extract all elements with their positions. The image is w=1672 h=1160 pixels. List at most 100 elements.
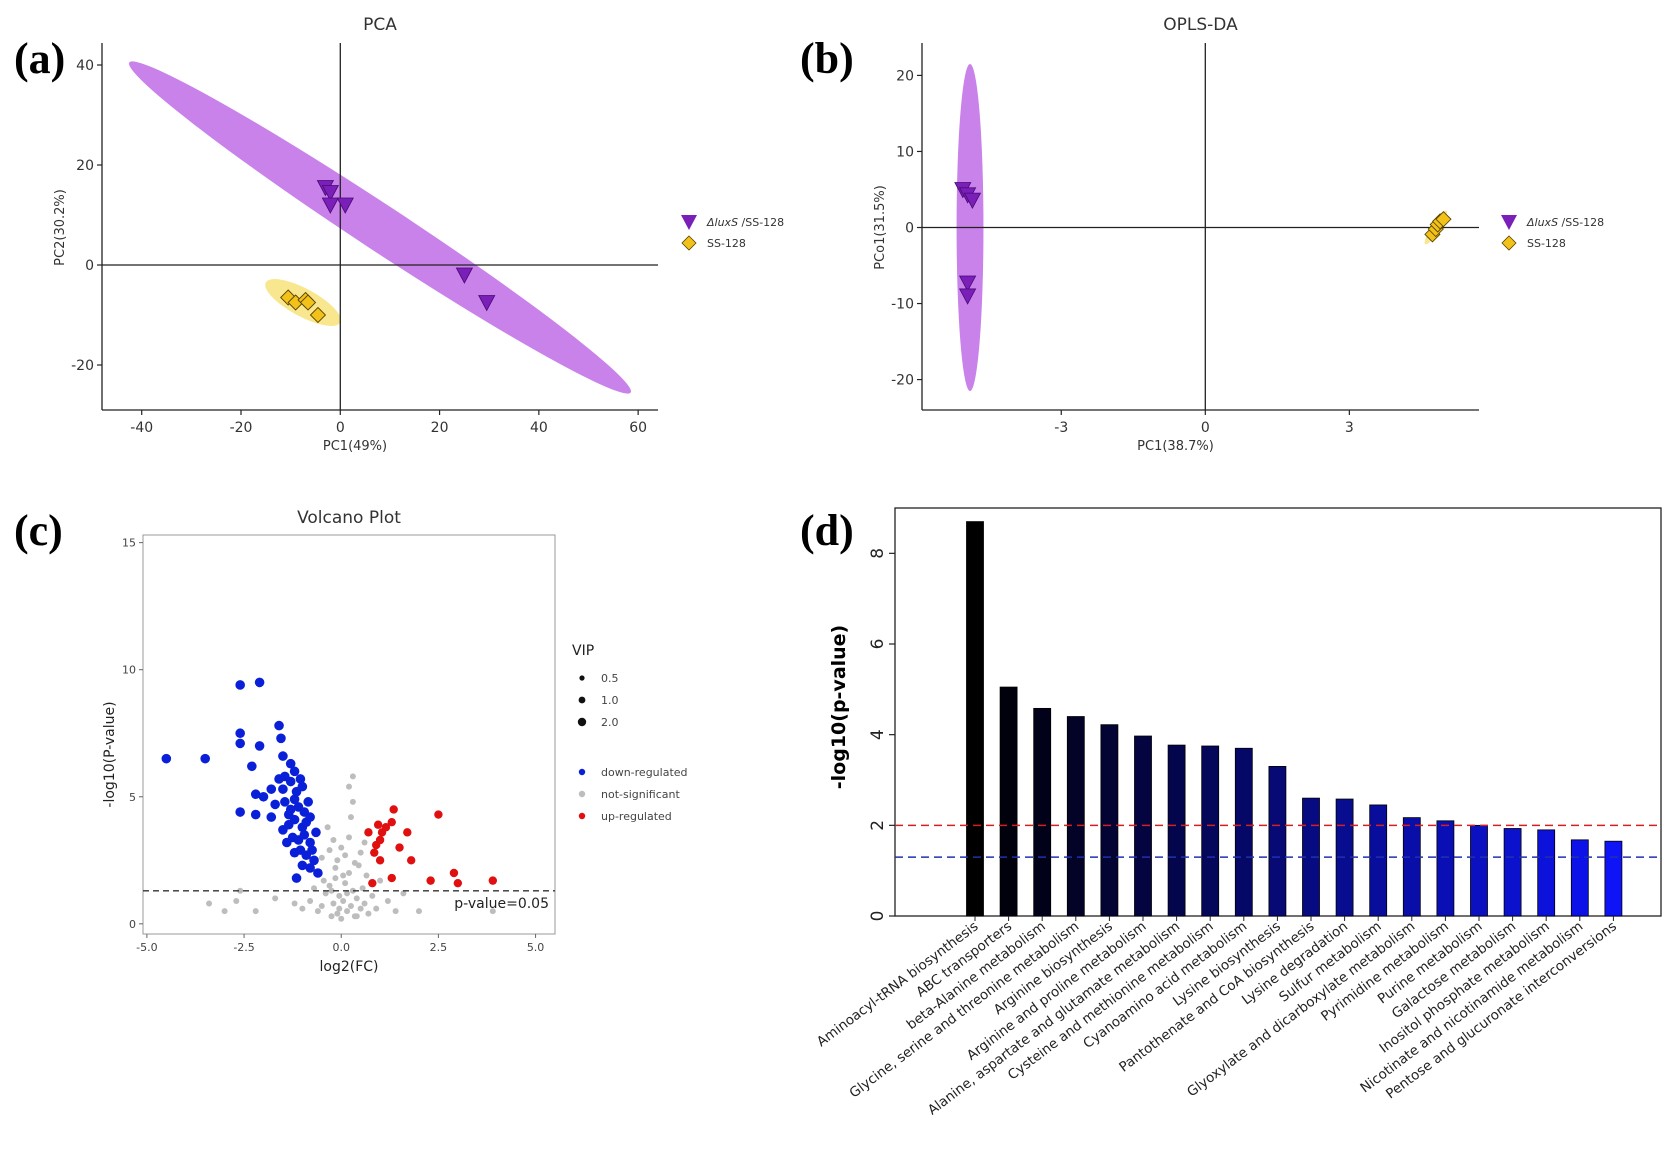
y-axis-label: PCo1(31.5%) — [873, 185, 888, 270]
point-down-regulated — [270, 799, 280, 810]
chart-title: Volcano Plot — [297, 508, 401, 528]
point-wildtype — [309, 306, 327, 324]
point-down-regulated — [278, 751, 288, 761]
point-not-significant — [322, 890, 329, 897]
point-down-regulated — [297, 781, 308, 792]
point-down-regulated — [161, 753, 172, 764]
panel-letter-b: (b) — [800, 34, 854, 83]
point-down-regulated — [285, 776, 296, 787]
size-legend-label: 1.0 — [601, 694, 619, 707]
point-up-regulated — [389, 805, 398, 814]
bar — [1167, 744, 1186, 917]
threshold-label: p-value=0.05 — [454, 896, 549, 912]
x-tick-label: -5.0 — [136, 941, 157, 954]
x-tick-label: 0 — [1201, 420, 1210, 436]
bar — [999, 686, 1018, 917]
point-mutant — [478, 295, 496, 312]
y-tick-label: 0 — [905, 221, 914, 237]
confidence-ellipse-mutant — [128, 61, 632, 394]
y-axis-label: PC2(30.2%) — [53, 189, 68, 266]
point-not-significant — [344, 908, 351, 915]
point-not-significant — [353, 913, 360, 920]
point-not-significant — [489, 908, 496, 915]
legend-mutant-suffix: /SS-128 — [738, 216, 784, 229]
chart-title: PCA — [363, 15, 397, 35]
point-mutant — [336, 197, 354, 214]
y-axis-label: -log10(p-value) — [828, 625, 850, 789]
bar — [1604, 840, 1623, 917]
point-not-significant — [328, 887, 335, 894]
point-not-significant — [346, 870, 352, 877]
y-tick-label: 8 — [868, 548, 888, 559]
point-down-regulated — [258, 791, 269, 802]
legend-wildtype-symbol — [681, 235, 697, 251]
bar — [1100, 724, 1119, 917]
point-not-significant — [314, 908, 321, 915]
point-not-significant — [299, 905, 306, 912]
point-not-significant — [318, 903, 325, 910]
point-not-significant — [351, 859, 358, 866]
bar — [1570, 839, 1589, 917]
legend-mutant-symbol — [681, 215, 697, 230]
point-not-significant — [252, 908, 259, 915]
point-not-significant — [233, 897, 240, 904]
point-not-significant — [346, 783, 352, 790]
point-down-regulated — [235, 680, 245, 690]
point-mutant — [963, 192, 982, 209]
bar — [1201, 745, 1220, 917]
x-tick-label: 3 — [1345, 420, 1354, 436]
point-down-regulated — [295, 774, 306, 784]
point-up-regulated — [434, 810, 443, 819]
point-down-regulated — [250, 789, 261, 800]
point-up-regulated — [375, 856, 385, 865]
y-tick-label: 10 — [896, 144, 914, 160]
point-not-significant — [334, 857, 341, 864]
point-wildtype — [299, 294, 317, 311]
panel-letter-c: (c) — [14, 506, 63, 555]
point-up-regulated — [403, 828, 412, 837]
point-up-regulated — [368, 878, 377, 888]
point-not-significant — [206, 900, 213, 907]
pca-chart: PCA -40 -20 0 20 40 60 -20 0 20 40 PC1(49%) PC2(30.2… — [53, 15, 784, 454]
bar — [1234, 747, 1253, 917]
point-down-regulated — [250, 809, 261, 820]
y-tick-label: -20 — [71, 358, 94, 374]
point-not-significant — [311, 885, 318, 892]
point-not-significant — [291, 900, 298, 907]
point-down-regulated — [307, 845, 317, 855]
point-up-regulated — [364, 828, 373, 837]
x-tick-label: 0 — [336, 420, 345, 436]
point-down-regulated — [254, 741, 265, 751]
x-tick-label: -20 — [230, 420, 253, 436]
size-legend-title: VIP — [572, 643, 594, 659]
size-legend-label: 0.5 — [601, 672, 619, 685]
point-down-regulated — [299, 830, 310, 840]
y-axis-label: -log10(P-value) — [102, 701, 118, 807]
size-legend-dot — [577, 717, 587, 727]
point-down-regulated — [291, 873, 302, 883]
point-down-regulated — [289, 766, 300, 777]
bar — [1503, 828, 1522, 917]
color-legend-dot — [578, 768, 586, 776]
x-tick-label: -40 — [130, 420, 153, 436]
point-up-regulated — [406, 856, 416, 865]
x-tick-label: 60 — [629, 420, 647, 436]
point-up-regulated — [370, 848, 379, 857]
point-not-significant — [349, 773, 356, 780]
y-tick-label: 20 — [896, 68, 914, 84]
y-tick-label: 6 — [868, 639, 888, 650]
point-up-regulated — [453, 878, 463, 888]
point-not-significant — [330, 836, 337, 843]
y-tick-label: 15 — [122, 537, 136, 550]
point-down-regulated — [297, 860, 308, 871]
size-legend-dot — [579, 675, 585, 681]
point-not-significant — [347, 814, 354, 821]
legend-mutant-prefix: ΔluxS — [706, 216, 738, 229]
point-not-significant — [363, 872, 370, 879]
point-not-significant — [328, 913, 335, 920]
point-down-regulated — [305, 863, 315, 873]
point-not-significant — [357, 849, 364, 856]
point-up-regulated — [373, 820, 383, 829]
y-tick-label: 40 — [76, 58, 94, 74]
